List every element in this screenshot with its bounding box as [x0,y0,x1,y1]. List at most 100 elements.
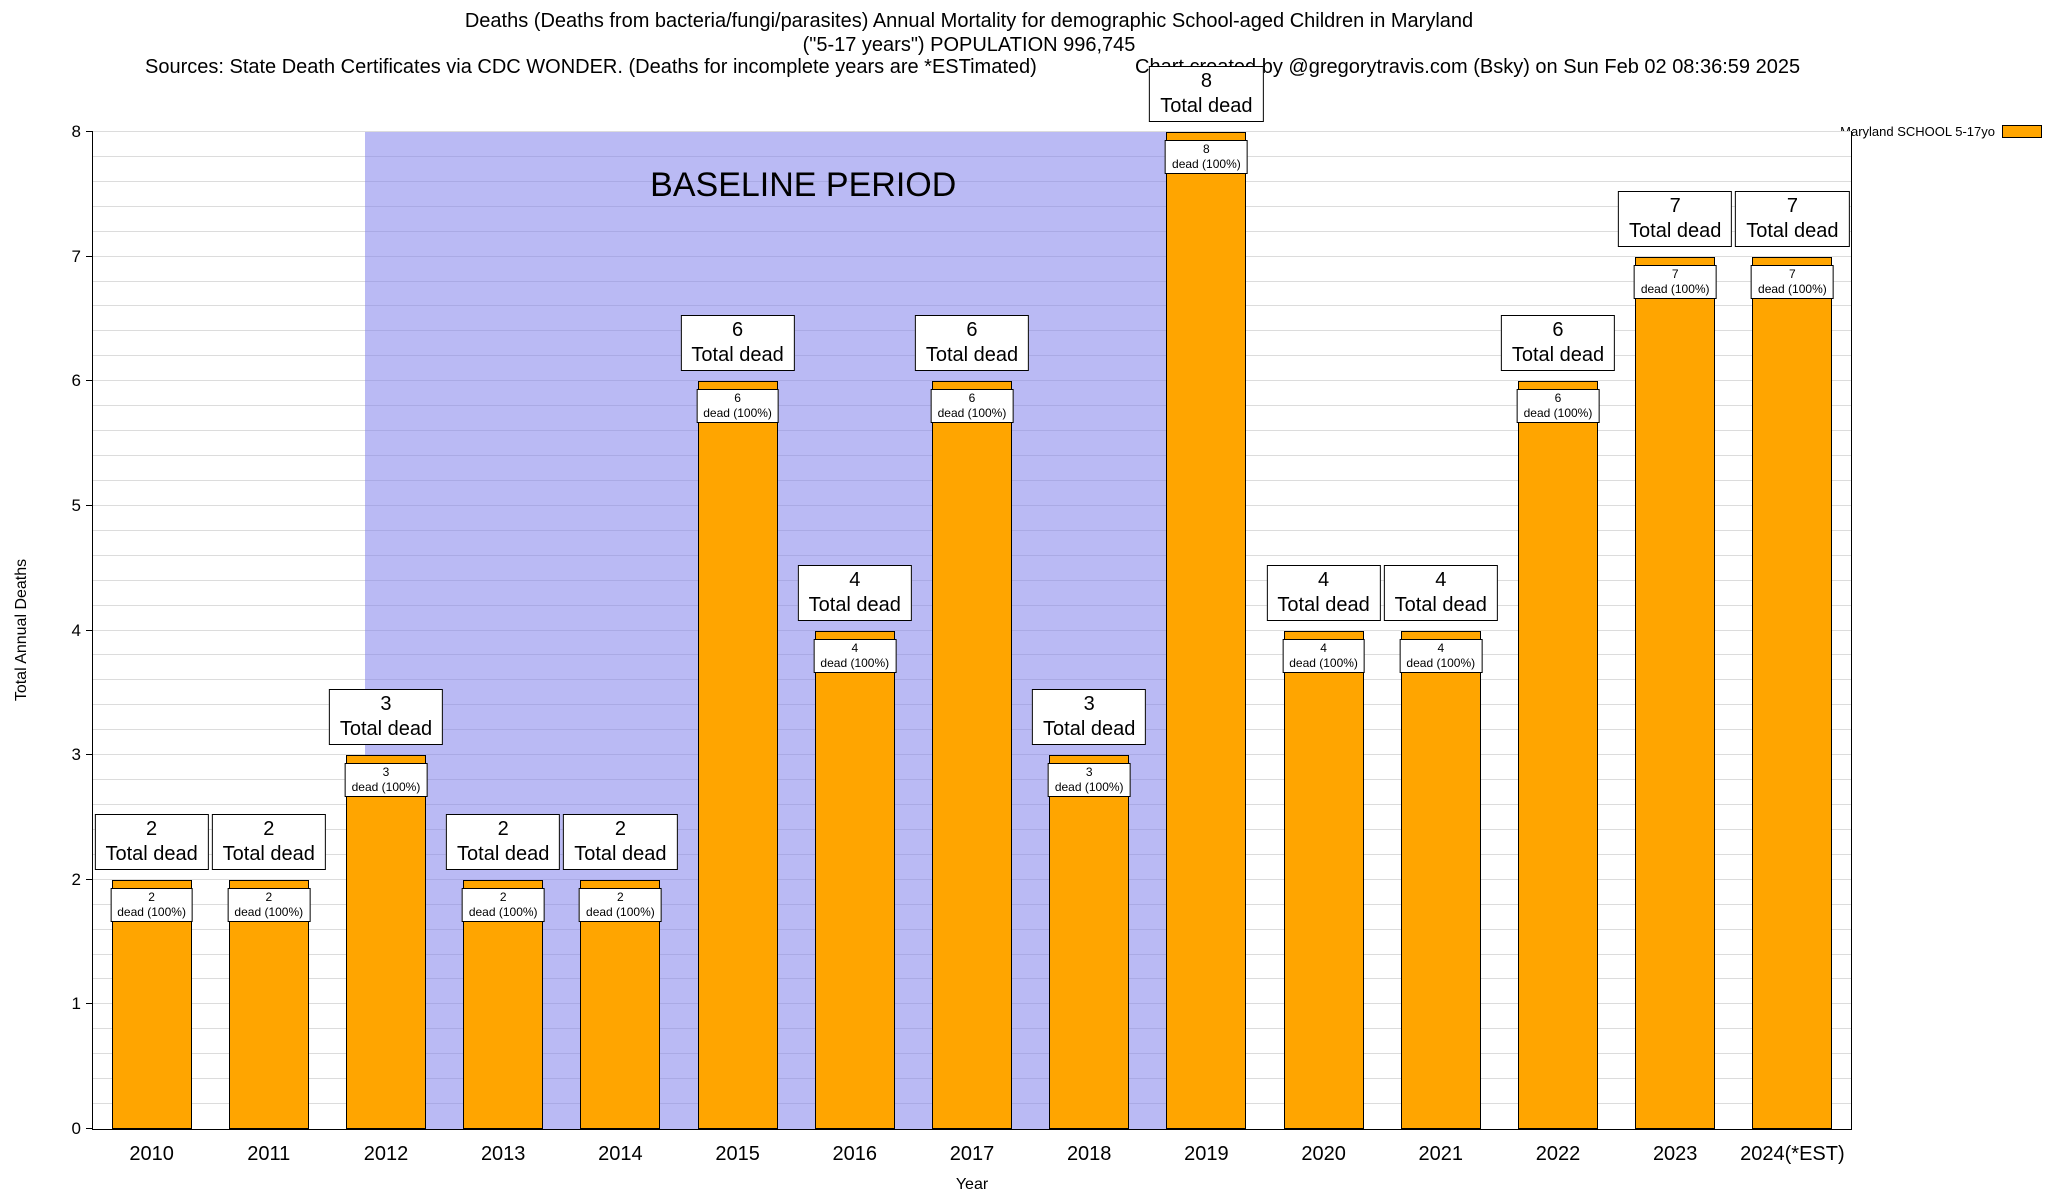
x-tick-label-2019: 2019 [1184,1143,1229,1165]
bar-2022 [1517,381,1598,1129]
bar-total-caption: Total dead [808,593,901,616]
credit-note: Chart created by @gregorytravis.com (Bsk… [1135,56,1801,78]
bar-total-value: 4 [849,568,861,591]
bar-total-caption: Total dead [1746,219,1839,242]
y-tick-label: 4 [71,620,81,640]
x-tick-label-2024(*EST): 2024(*EST) [1740,1143,1845,1165]
page-title-line1: Deaths (Deaths from bacteria/fungi/paras… [464,10,1474,32]
page-title-line2: ("5-17 years") POPULATION 996,745 [802,34,1136,56]
bar-total-label-2017: 6 Total dead [914,315,1030,372]
bar-total-value: 2 [263,817,275,840]
bar-2024(*EST) [1752,256,1833,1129]
y-axis-tick [86,878,93,880]
gridline [93,131,1851,132]
bar-total-value: 2 [497,817,509,840]
bar-total-value: 7 [1669,194,1681,217]
y-tick-label: 2 [71,869,81,889]
bar-total-value: 6 [732,319,744,342]
bar-inner-label-2014: 2 dead (100%) [579,887,662,922]
legend-label: Maryland SCHOOL 5-17yo [1840,124,1995,139]
bar-inner-label-2015: 6 dead (100%) [696,389,779,424]
bar-inner-label-2012: 3 dead (100%) [344,763,428,798]
bar-total-caption: Total dead [1394,593,1487,616]
y-tick-label: 6 [71,371,81,391]
bar-total-label-2021: 4 Total dead [1383,564,1498,621]
bar-inner-label-2010: 2 dead (100%) [110,887,193,922]
bar-total-value: 2 [614,817,626,840]
bar-slot-2024(*EST): 7 dead (100%) 7 Total dead 2024(*EST) [1734,132,1851,1165]
bar-total-caption: Total dead [1511,344,1605,367]
y-tick-label: 8 [71,122,81,141]
y-tick-label: 5 [71,495,81,515]
bar-inner-value: 8 [1203,142,1210,156]
x-tick-label-2013: 2013 [480,1143,526,1165]
bar-inner-value: 2 [499,889,507,904]
y-axis-tick [86,504,93,506]
bar-total-value: 6 [966,319,978,342]
bar-total-caption: Total dead [1277,593,1370,616]
bar-total-value: 7 [1786,194,1798,217]
bar-total-label-2013: 2 Total dead [446,813,561,870]
bar-inner-value: 6 [1554,391,1562,406]
bar-total-value: 3 [380,693,392,716]
bar-slot-2013: 2 dead (100%) 2 Total dead 2013 [445,132,562,1165]
bar-total-caption: Total dead [1160,95,1253,117]
bar-total-caption: Total dead [691,344,784,367]
bar-inner-caption: dead (100%) [351,780,421,795]
bar-inner-label-2019: 8 dead (100%) [1165,140,1248,174]
bar-inner-label-2011: 2 dead (100%) [227,887,311,922]
bar-total-caption: Total dead [574,842,667,865]
bar-inner-value: 2 [617,889,624,904]
bar-slot-2015: 6 dead (100%) 6 Total dead 2015 [679,132,796,1165]
bar-total-label-2014: 2 Total dead [563,813,678,870]
bar-inner-caption: dead (100%) [1289,655,1358,670]
bar-total-label-2012: 3 Total dead [328,689,444,746]
x-tick-label-2016: 2016 [832,1143,878,1165]
bar-inner-value: 4 [1320,640,1327,655]
bar-total-label-2016: 4 Total dead [797,564,912,621]
sources-note: Sources: State Death Certificates via CD… [145,56,1037,78]
x-axis-label: Year [955,1176,989,1193]
bar-2015 [697,381,778,1129]
x-tick-label-2010: 2010 [129,1143,174,1165]
bar-total-caption: Total dead [1629,219,1722,242]
bar-2020 [1283,630,1364,1129]
bar-total-caption: Total dead [105,842,198,865]
bar-total-caption: Total dead [339,718,433,741]
bar-inner-value: 7 [1671,266,1679,281]
bar-total-value: 6 [1552,319,1564,342]
bar-inner-caption: dead (100%) [117,904,186,919]
x-tick-label-2017: 2017 [949,1143,995,1165]
bar-slot-2020: 4 dead (100%) 4 Total dead 2020 [1265,132,1382,1165]
y-axis-tick [86,754,93,756]
bar-inner-value: 7 [1789,266,1796,281]
baseline-period-label: BASELINE PERIOD [650,166,957,204]
y-tick-label: 7 [71,246,81,266]
bar-total-label-2010: 2 Total dead [94,813,209,870]
bar-slot-2022: 6 dead (100%) 6 Total dead 2022 [1499,132,1616,1165]
y-axis-tick [86,1128,93,1129]
bar-inner-caption: dead (100%) [1054,780,1124,795]
bar-total-label-2024(*EST): 7 Total dead [1735,190,1850,247]
bar-inner-label-2013: 2 dead (100%) [461,887,545,922]
x-tick-label-2023: 2023 [1652,1143,1698,1165]
y-axis-tick [86,255,93,257]
legend: Maryland SCHOOL 5-17yo [1840,124,2042,139]
bar-inner-caption: dead (100%) [468,904,538,919]
bar-inner-caption: dead (100%) [1523,406,1593,421]
bar-total-label-2015: 6 Total dead [680,315,795,372]
bar-total-label-2023: 7 Total dead [1618,190,1733,247]
plot-area: BASELINE PERIOD 0 1 2 3 4 5 6 7 8 2 dead (100%) 2 To… [72,66,1852,1165]
bar-inner-caption: dead (100%) [1172,157,1241,171]
bar-total-value: 2 [146,817,158,840]
bar-inner-caption: dead (100%) [1640,281,1710,296]
bar-inner-caption: dead (100%) [234,904,304,919]
bar-slot-2023: 7 dead (100%) 7 Total dead 2023 [1617,132,1734,1165]
bar-slot-2021: 4 dead (100%) 4 Total dead 2021 [1382,132,1499,1165]
bar-total-label-2011: 2 Total dead [211,813,326,870]
bar-total-value: 4 [1318,568,1330,591]
bar-total-label-2020: 4 Total dead [1266,564,1381,621]
bar-2018 [1049,755,1130,1129]
bar-slot-2011: 2 dead (100%) 2 Total dead 2011 [210,132,327,1165]
bar-inner-caption: dead (100%) [1406,655,1476,670]
